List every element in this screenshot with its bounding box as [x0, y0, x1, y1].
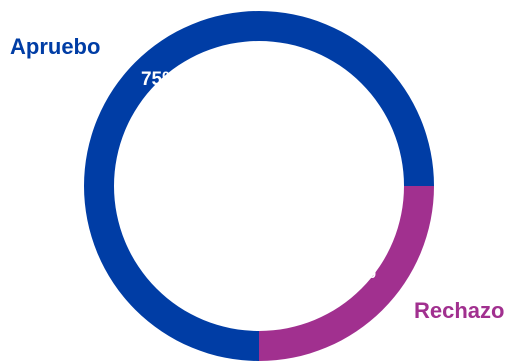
slice-rechazo — [259, 186, 434, 361]
category-label-rechazo: Rechazo — [414, 298, 504, 323]
slice-value-label-apruebo: 75% — [141, 69, 179, 90]
donut-slices — [84, 11, 434, 361]
slice-value-label-rechazo: 25% — [338, 262, 376, 283]
category-label-apruebo: Apruebo — [10, 34, 100, 59]
